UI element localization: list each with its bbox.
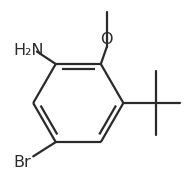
Text: O: O <box>101 32 113 47</box>
Text: Br: Br <box>13 155 31 170</box>
Text: H₂N: H₂N <box>13 43 44 58</box>
